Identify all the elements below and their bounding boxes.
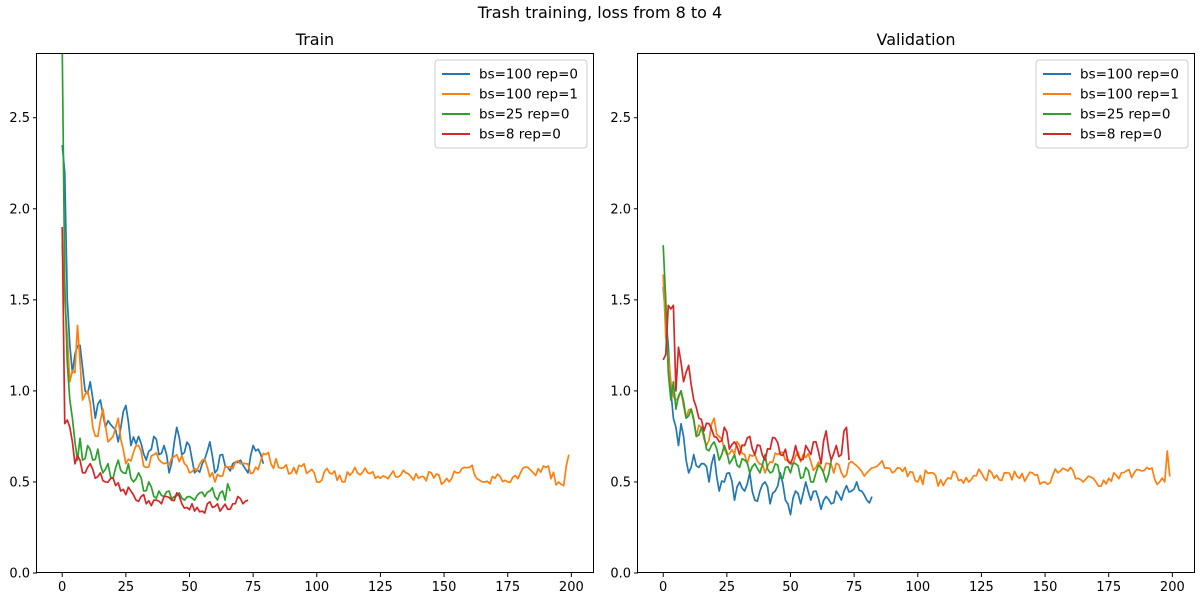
validation-x-tick-label: 200	[1160, 580, 1185, 595]
train-series-bs-8-rep-0	[61, 226, 249, 514]
train-title: Train	[295, 30, 334, 49]
validation-title: Validation	[876, 30, 955, 49]
train-x-tick-label: 25	[118, 580, 135, 595]
train-legend-entry: bs=8 rep=0	[479, 127, 561, 143]
train-y-tick-label: 1.0	[9, 384, 30, 399]
figure-suptitle: Trash training, loss from 8 to 4	[477, 3, 722, 22]
train-ticks: 0 25 50 75 100 125 150 175 200 0.0 0.5 1.0 1.5 2.0 2.5	[9, 111, 583, 595]
validation-axes-frame	[637, 53, 1195, 573]
train-y-tick-label: 2.0	[9, 202, 30, 217]
validation-series-bs-25-rep-0	[662, 245, 833, 483]
validation-legend-entry: bs=8 rep=0	[1080, 127, 1162, 143]
train-x-tick-label: 125	[368, 580, 393, 595]
train-legend-entry: bs=100 rep=1	[479, 87, 578, 103]
train-y-tick-label: 0.0	[9, 567, 30, 582]
validation-y-tick-label: 1.5	[610, 293, 631, 308]
validation-x-tick-label: 100	[905, 580, 930, 595]
validation-y-tick-label: 1.0	[610, 384, 631, 399]
train-x-tick-label: 175	[495, 580, 520, 595]
train-series-bs-100-rep-1	[61, 245, 570, 487]
train-series-bs-25-rep-0	[61, 54, 232, 502]
train-legend-entry: bs=100 rep=0	[479, 67, 578, 83]
train-x-tick-label: 50	[181, 580, 198, 595]
validation-y-tick-label: 2.5	[610, 111, 631, 126]
train-y-tick-label: 1.5	[9, 293, 30, 308]
train-series-layer	[61, 54, 570, 514]
validation-ticks: 0 25 50 75 100 125 150 175 200 0.0 0.5 1.0 1.5 2.0 2.5	[610, 111, 1184, 595]
validation-y-tick-label: 0.5	[610, 475, 631, 490]
validation-x-tick-label: 125	[969, 580, 994, 595]
train-x-tick-label: 75	[245, 580, 262, 595]
validation-x-tick-label: 25	[719, 580, 736, 595]
validation-x-tick-label: 75	[846, 580, 863, 595]
validation-legend-entry: bs=25 rep=0	[1080, 107, 1170, 123]
train-x-tick-label: 150	[432, 580, 457, 595]
train-x-tick-label: 100	[304, 580, 329, 595]
validation-legend-box	[1035, 59, 1189, 149]
train-x-tick-label: 0	[58, 580, 66, 595]
train-legend-box	[434, 59, 588, 149]
train-panel: Train 0 25 50 75 100 125 150 175 200 0.0 0.5 1.0 1.5…	[9, 30, 594, 595]
train-series-bs-100-rep-0	[61, 144, 265, 474]
validation-x-tick-label: 50	[782, 580, 799, 595]
validation-legend: bs=100 rep=0 bs=100 rep=1 bs=25 rep=0 bs=8 …	[1035, 59, 1189, 149]
validation-x-tick-label: 175	[1096, 580, 1121, 595]
validation-series-layer	[662, 245, 1171, 516]
train-y-tick-label: 2.5	[9, 111, 30, 126]
validation-x-tick-label: 0	[659, 580, 667, 595]
validation-legend-entry: bs=100 rep=1	[1080, 87, 1179, 103]
validation-legend-entry: bs=100 rep=0	[1080, 67, 1179, 83]
validation-series-bs-100-rep-0	[662, 287, 873, 516]
validation-x-tick-label: 150	[1033, 580, 1058, 595]
train-axes-frame	[36, 53, 594, 573]
train-legend-entry: bs=25 rep=0	[479, 107, 569, 123]
validation-y-tick-label: 2.0	[610, 202, 631, 217]
validation-series-bs-8-rep-0	[662, 304, 850, 465]
validation-panel: Validation 0 25 50 75 100 125 150 175 200 0.0 0.5 1…	[610, 30, 1195, 595]
train-x-tick-label: 200	[559, 580, 584, 595]
train-legend: bs=100 rep=0 bs=100 rep=1 bs=25 rep=0 bs=8 …	[434, 59, 588, 149]
validation-y-tick-label: 0.0	[610, 567, 631, 582]
train-y-tick-label: 0.5	[9, 475, 30, 490]
